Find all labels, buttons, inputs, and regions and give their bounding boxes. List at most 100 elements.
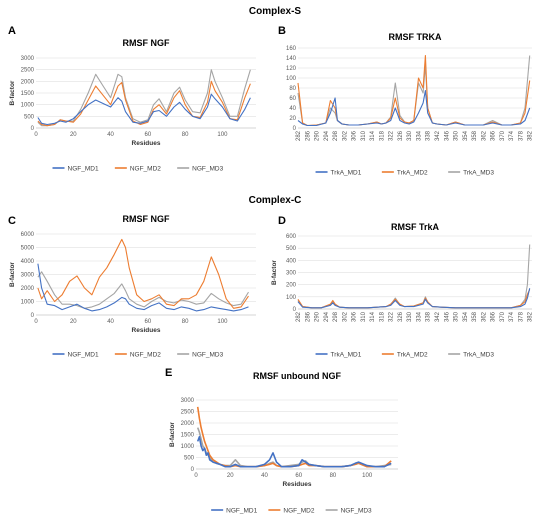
x-tick-label: 302 bbox=[342, 130, 348, 141]
legend-label: NGF_MD1 bbox=[68, 166, 99, 173]
y-tick-label: 0 bbox=[293, 307, 297, 313]
x-tick-label: 286 bbox=[305, 130, 311, 141]
x-tick-label: 334 bbox=[416, 311, 422, 322]
legend-label: NGF_MD2 bbox=[283, 508, 314, 515]
x-tick-label: 282 bbox=[296, 130, 302, 141]
x-tick-label: 80 bbox=[182, 319, 189, 325]
y-tick-label: 0 bbox=[31, 126, 35, 132]
series-line-trka-md3 bbox=[297, 55, 531, 127]
series-line-trka-md3 bbox=[297, 244, 531, 309]
y-tick-label: 6000 bbox=[21, 232, 35, 238]
x-tick-label: 314 bbox=[370, 130, 376, 141]
chart-panel-e: E RMSF unbound NGF05001000150020002500300… bbox=[165, 367, 398, 515]
x-tick-label: 354 bbox=[463, 130, 469, 141]
x-axis-label: Residues bbox=[132, 327, 161, 334]
x-tick-label: 382 bbox=[528, 130, 534, 141]
y-tick-label: 1500 bbox=[181, 433, 195, 439]
x-tick-label: 362 bbox=[481, 311, 487, 322]
y-tick-label: 160 bbox=[286, 46, 297, 52]
y-tick-label: 80 bbox=[289, 86, 296, 92]
x-tick-label: 338 bbox=[426, 311, 432, 322]
y-tick-label: 5000 bbox=[21, 246, 35, 252]
panel-letter: C bbox=[8, 215, 16, 227]
legend-label: NGF_MD2 bbox=[130, 166, 161, 173]
x-tick-label: 318 bbox=[379, 130, 385, 141]
chart-panel-c: C RMSF NGF 0 1000 2000 3000 4000 5000 6000 0 20 40 6… bbox=[8, 214, 256, 359]
x-tick-label: 310 bbox=[361, 311, 367, 322]
chart-title: RMSF unbound NGF bbox=[253, 371, 341, 381]
x-tick-label: 80 bbox=[182, 132, 189, 138]
y-tick-label: 60 bbox=[289, 96, 296, 102]
y-tick-label: 2500 bbox=[181, 410, 195, 416]
x-tick-label: 350 bbox=[454, 130, 460, 141]
legend-label: TrkA_MD1 bbox=[331, 170, 362, 177]
y-tick-label: 1000 bbox=[21, 103, 35, 109]
x-tick-label: 330 bbox=[407, 130, 413, 141]
chart-title: RMSF NGF bbox=[123, 214, 170, 224]
series-line-ngf-md2 bbox=[37, 80, 251, 127]
x-tick-label: 318 bbox=[379, 311, 385, 322]
x-tick-label: 306 bbox=[352, 311, 358, 322]
legend-label: NGF_MD2 bbox=[130, 352, 161, 359]
x-tick-label: 382 bbox=[528, 311, 534, 322]
x-tick-label: 346 bbox=[444, 311, 450, 322]
x-tick-label: 100 bbox=[217, 319, 228, 325]
chart-title: RMSF TrkA bbox=[391, 222, 440, 232]
x-tick-label: 314 bbox=[370, 311, 376, 322]
y-tick-label: 0 bbox=[31, 313, 35, 319]
x-tick-label: 322 bbox=[389, 311, 395, 322]
series-line-ngf-md2 bbox=[37, 238, 249, 309]
y-tick-label: 1000 bbox=[21, 300, 35, 306]
x-tick-label: 358 bbox=[472, 130, 478, 141]
x-tick-label: 374 bbox=[509, 130, 515, 141]
y-tick-label: 200 bbox=[286, 283, 297, 289]
y-axis-label: B-factor bbox=[271, 260, 278, 285]
x-tick-label: 342 bbox=[435, 311, 441, 322]
y-tick-label: 1500 bbox=[21, 91, 35, 97]
x-tick-label: 306 bbox=[352, 130, 358, 141]
y-tick-label: 500 bbox=[24, 114, 35, 120]
series-line-trka-md1 bbox=[297, 288, 531, 309]
series-line-ngf-md3 bbox=[37, 271, 249, 309]
legend-label: TrkA_MD1 bbox=[331, 352, 362, 359]
y-tick-label: 2000 bbox=[21, 79, 35, 85]
x-tick-label: 298 bbox=[333, 311, 339, 322]
x-axis-label: Residues bbox=[283, 481, 312, 488]
x-tick-label: 40 bbox=[107, 319, 114, 325]
x-tick-label: 342 bbox=[435, 130, 441, 141]
legend-label: TrkA_MD3 bbox=[463, 170, 494, 177]
x-tick-label: 294 bbox=[324, 130, 330, 141]
x-tick-label: 370 bbox=[500, 311, 506, 322]
x-tick-label: 0 bbox=[34, 319, 38, 325]
x-tick-label: 20 bbox=[227, 473, 234, 479]
series-line-trka-md2 bbox=[297, 54, 531, 127]
y-tick-label: 3000 bbox=[181, 398, 195, 404]
x-tick-label: 100 bbox=[362, 473, 373, 479]
x-tick-label: 346 bbox=[444, 130, 450, 141]
legend-label: NGF_MD3 bbox=[192, 166, 223, 173]
x-tick-label: 370 bbox=[500, 130, 506, 141]
y-tick-label: 500 bbox=[184, 456, 195, 462]
x-tick-label: 334 bbox=[416, 130, 422, 141]
section-title-complex-s: Complex-S bbox=[249, 6, 302, 17]
chart-panel-a: A RMSF NGF 0 500 1000 1500 2000 2500 3000 0 20 40 60… bbox=[8, 25, 256, 173]
legend-label: NGF_MD3 bbox=[341, 508, 372, 515]
x-tick-label: 374 bbox=[509, 311, 515, 322]
y-tick-label: 0 bbox=[191, 467, 195, 473]
y-axis-label: B-factor bbox=[169, 422, 176, 447]
series-line-trka-md2 bbox=[297, 289, 531, 309]
legend-label: TrkA_MD2 bbox=[397, 352, 428, 359]
x-tick-label: 40 bbox=[261, 473, 268, 479]
x-tick-label: 302 bbox=[342, 311, 348, 322]
x-tick-label: 20 bbox=[70, 132, 77, 138]
legend-label: TrkA_MD2 bbox=[397, 170, 428, 177]
x-tick-label: 60 bbox=[145, 319, 152, 325]
y-tick-label: 4000 bbox=[21, 259, 35, 265]
x-tick-label: 80 bbox=[330, 473, 337, 479]
y-tick-label: 300 bbox=[286, 271, 297, 277]
series-line-ngf-md1 bbox=[196, 435, 392, 468]
x-tick-label: 286 bbox=[305, 311, 311, 322]
y-axis-label: B-factor bbox=[9, 80, 16, 105]
chart-title: RMSF NGF bbox=[123, 38, 170, 48]
